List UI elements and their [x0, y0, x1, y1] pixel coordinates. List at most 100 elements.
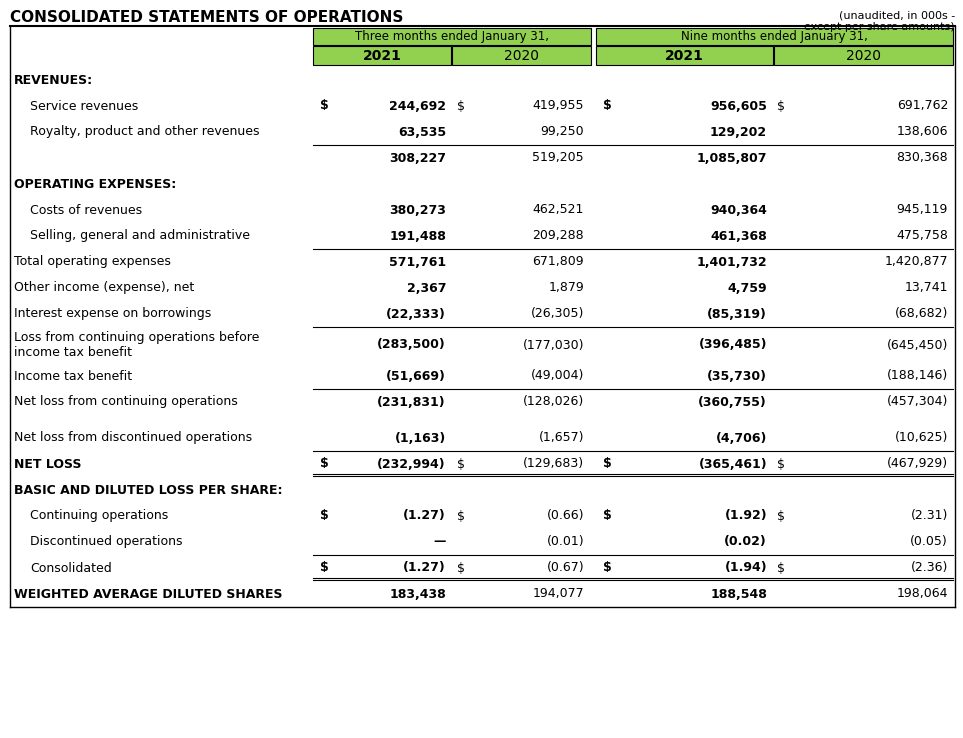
Text: (1,657): (1,657) [538, 432, 584, 444]
Text: 462,521: 462,521 [533, 204, 584, 216]
Text: 13,741: 13,741 [904, 281, 948, 294]
Text: Service revenues: Service revenues [30, 100, 139, 112]
Text: (unaudited, in 000s -
except per share amounts): (unaudited, in 000s - except per share a… [804, 10, 955, 32]
Text: 1,401,732: 1,401,732 [696, 255, 767, 269]
Text: 2020: 2020 [504, 49, 539, 63]
Bar [313, 28, 591, 45]
Text: Net loss from discontinued operations: Net loss from discontinued operations [14, 432, 252, 444]
Text: (2.36): (2.36) [911, 562, 948, 574]
Text: BASIC AND DILUTED LOSS PER SHARE:: BASIC AND DILUTED LOSS PER SHARE: [14, 483, 282, 497]
Text: 571,761: 571,761 [389, 255, 446, 269]
Text: 2020: 2020 [846, 49, 881, 63]
Text: 1,085,807: 1,085,807 [696, 151, 767, 165]
Text: $: $ [777, 458, 785, 471]
Text: (51,669): (51,669) [386, 370, 446, 382]
Text: income tax benefit: income tax benefit [14, 346, 132, 359]
Text: 209,288: 209,288 [533, 230, 584, 243]
Text: (365,461): (365,461) [698, 458, 767, 471]
Text: 940,364: 940,364 [710, 204, 767, 216]
Text: 2,367: 2,367 [406, 281, 446, 294]
Text: 461,368: 461,368 [711, 230, 767, 243]
Text: 198,064: 198,064 [897, 587, 948, 601]
Text: REVENUES:: REVENUES: [14, 74, 93, 86]
Text: (1,163): (1,163) [395, 432, 446, 444]
Text: Continuing operations: Continuing operations [30, 509, 169, 523]
Text: 691,762: 691,762 [897, 100, 948, 112]
Text: $: $ [777, 100, 785, 112]
Text: (85,319): (85,319) [707, 308, 767, 320]
Text: Selling, general and administrative: Selling, general and administrative [30, 230, 250, 243]
Text: Costs of revenues: Costs of revenues [30, 204, 143, 216]
Text: —: — [433, 536, 446, 548]
Text: (128,026): (128,026) [523, 396, 584, 409]
Text: $: $ [777, 562, 785, 574]
Text: WEIGHTED AVERAGE DILUTED SHARES: WEIGHTED AVERAGE DILUTED SHARES [14, 587, 282, 601]
Text: 183,438: 183,438 [389, 587, 446, 601]
Text: (35,730): (35,730) [707, 370, 767, 382]
Text: $: $ [457, 562, 465, 574]
Text: (467,929): (467,929) [887, 458, 948, 471]
Text: NET LOSS: NET LOSS [14, 458, 82, 471]
Text: 2021: 2021 [362, 49, 402, 63]
Text: $: $ [457, 458, 465, 471]
Text: 945,119: 945,119 [897, 204, 948, 216]
Text: (0.67): (0.67) [546, 562, 584, 574]
Text: $: $ [603, 562, 612, 574]
Text: 308,227: 308,227 [389, 151, 446, 165]
Text: OPERATING EXPENSES:: OPERATING EXPENSES: [14, 178, 176, 190]
Text: (10,625): (10,625) [895, 432, 948, 444]
Text: 63,535: 63,535 [398, 125, 446, 139]
Text: (129,683): (129,683) [523, 458, 584, 471]
Text: $: $ [320, 100, 328, 112]
Text: Three months ended January 31,: Three months ended January 31, [355, 30, 549, 43]
Text: (396,485): (396,485) [698, 339, 767, 351]
Text: $: $ [777, 509, 785, 523]
Text: CONSOLIDATED STATEMENTS OF OPERATIONS: CONSOLIDATED STATEMENTS OF OPERATIONS [10, 10, 403, 25]
Text: (0.01): (0.01) [546, 536, 584, 548]
Text: (0.05): (0.05) [910, 536, 948, 548]
Text: Consolidated: Consolidated [30, 562, 112, 574]
Text: 138,606: 138,606 [897, 125, 948, 139]
Text: (360,755): (360,755) [698, 396, 767, 409]
Text: $: $ [457, 509, 465, 523]
Text: (457,304): (457,304) [887, 396, 948, 409]
Text: 191,488: 191,488 [389, 230, 446, 243]
Text: Total operating expenses: Total operating expenses [14, 255, 170, 269]
Text: Discontinued operations: Discontinued operations [30, 536, 183, 548]
Text: Loss from continuing operations before: Loss from continuing operations before [14, 331, 259, 344]
Text: (645,450): (645,450) [887, 339, 948, 351]
Text: (231,831): (231,831) [377, 396, 446, 409]
Text: 956,605: 956,605 [710, 100, 767, 112]
Text: (68,682): (68,682) [895, 308, 948, 320]
Text: $: $ [603, 100, 612, 112]
Text: (26,305): (26,305) [531, 308, 584, 320]
Text: (283,500): (283,500) [377, 339, 446, 351]
Text: Nine months ended January 31,: Nine months ended January 31, [681, 30, 868, 43]
Text: 519,205: 519,205 [533, 151, 584, 165]
Text: 671,809: 671,809 [533, 255, 584, 269]
Text: (49,004): (49,004) [531, 370, 584, 382]
Text: Other income (expense), net: Other income (expense), net [14, 281, 195, 294]
Text: $: $ [457, 100, 465, 112]
Text: 194,077: 194,077 [533, 587, 584, 601]
Text: 1,420,877: 1,420,877 [884, 255, 948, 269]
Text: 1,879: 1,879 [548, 281, 584, 294]
Text: Interest expense on borrowings: Interest expense on borrowings [14, 308, 211, 320]
Bar [596, 28, 953, 45]
Text: (1.94): (1.94) [724, 562, 767, 574]
Text: 99,250: 99,250 [540, 125, 584, 139]
Text: (1.27): (1.27) [403, 509, 446, 523]
Text: 475,758: 475,758 [897, 230, 948, 243]
Bar [452, 46, 591, 65]
Bar [774, 46, 953, 65]
Text: (1.27): (1.27) [403, 562, 446, 574]
Bar [596, 46, 773, 65]
Text: 244,692: 244,692 [389, 100, 446, 112]
Text: (2.31): (2.31) [911, 509, 948, 523]
Text: (177,030): (177,030) [523, 339, 584, 351]
Text: (0.66): (0.66) [546, 509, 584, 523]
Text: (4,706): (4,706) [716, 432, 767, 444]
Text: 419,955: 419,955 [533, 100, 584, 112]
Text: $: $ [603, 509, 612, 523]
Text: 4,759: 4,759 [727, 281, 767, 294]
